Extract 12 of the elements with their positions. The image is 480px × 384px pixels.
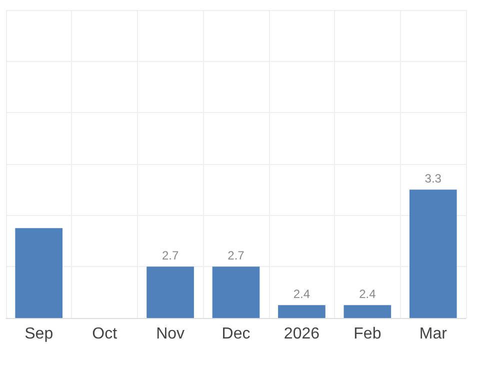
data-label: 2.4 (293, 287, 310, 302)
x-tick-label: Feb (354, 326, 382, 342)
x-tick-label: Oct (92, 326, 118, 342)
x-tick-label: 2026 (284, 326, 320, 342)
data-label: 2.4 (359, 287, 376, 302)
data-label: 3.3 (424, 172, 442, 186)
data-label: 2.7 (228, 248, 245, 263)
x-tick-label: Mar (419, 326, 448, 342)
x-tick-label: Sep (24, 326, 54, 342)
x-tick-label: Dec (222, 326, 250, 342)
data-label: 2.7 (162, 248, 179, 263)
x-tick-label: Nov (156, 326, 185, 342)
